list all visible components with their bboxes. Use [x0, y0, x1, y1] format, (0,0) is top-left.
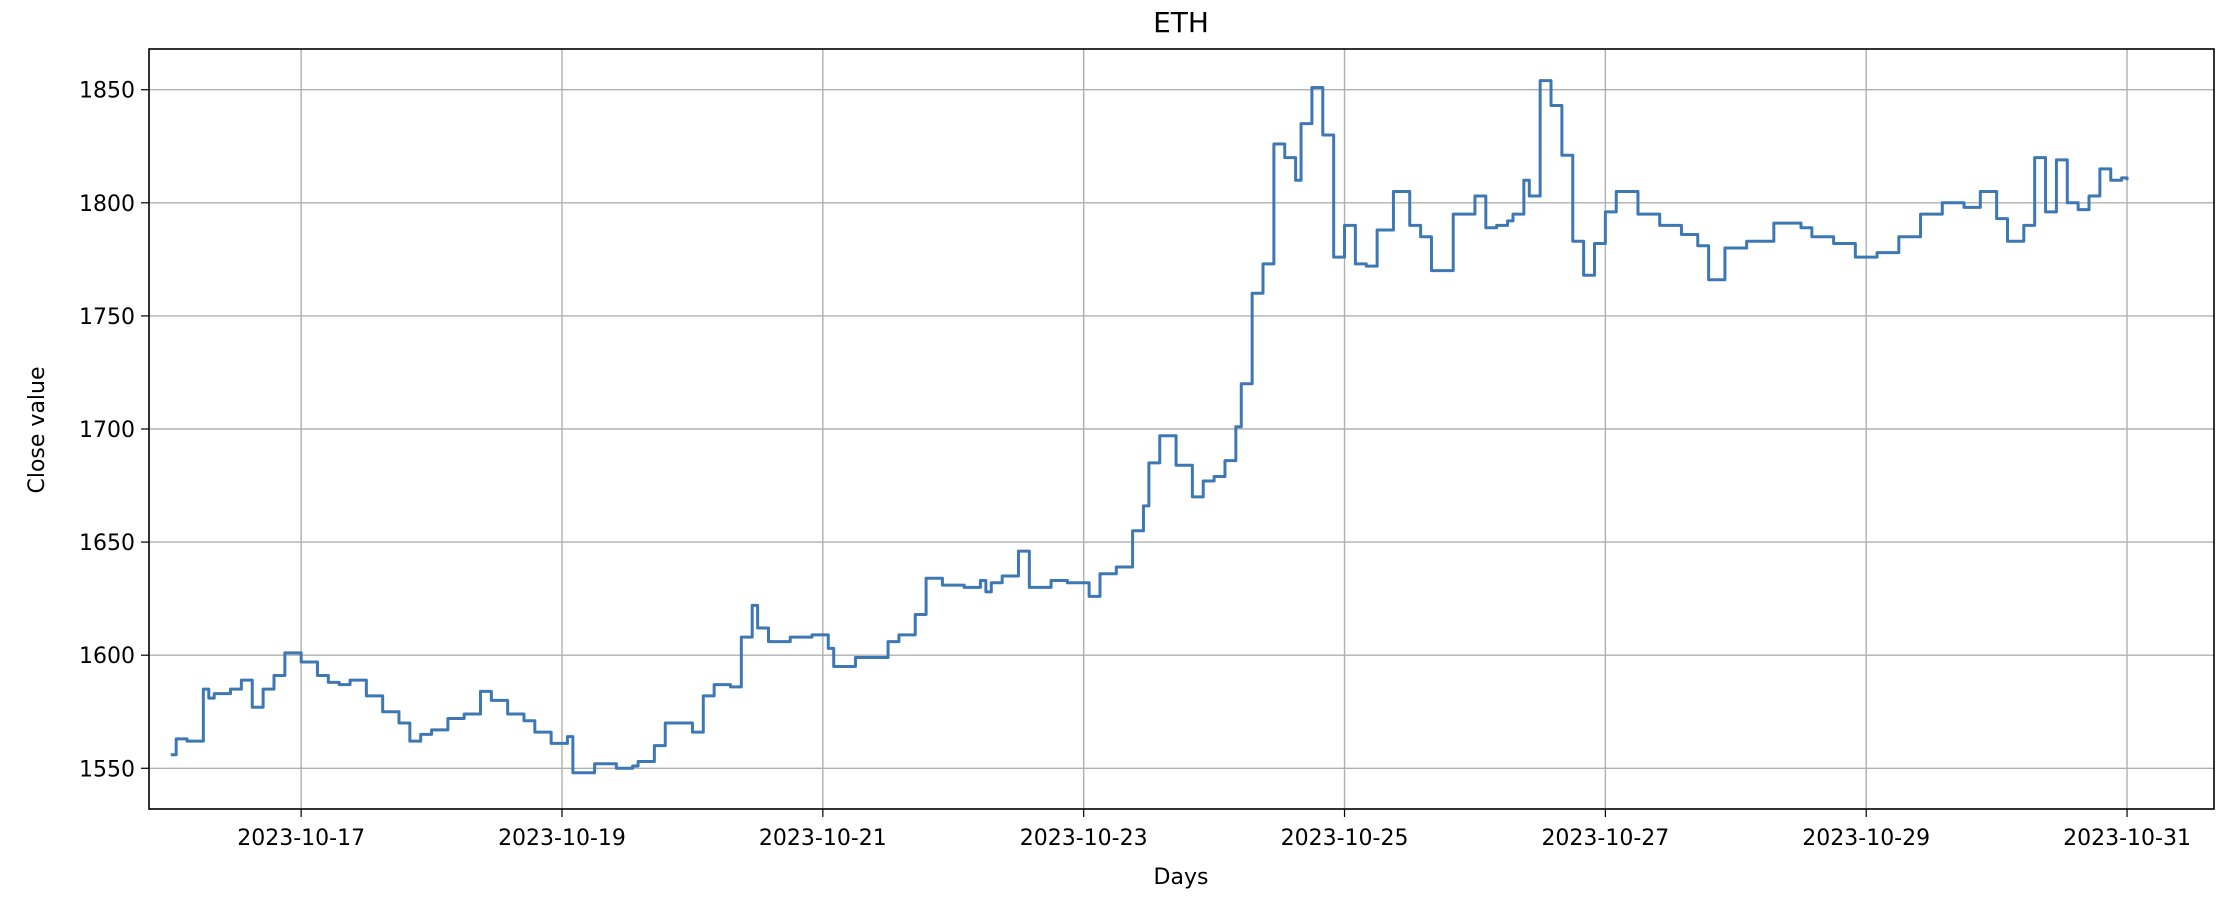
- grid-layer: [149, 49, 2214, 809]
- x-axis-label: Days: [1154, 865, 1209, 890]
- series-line: [170, 79, 2129, 775]
- y-tick-label: 1800: [79, 192, 135, 217]
- x-tick-label: 2023-10-23: [1020, 826, 1148, 851]
- y-tick-label: 1700: [79, 418, 135, 443]
- series-layer: [170, 79, 2129, 775]
- ticks-layer: 2023-10-17 2023-10-19 2023-10-21 2023-10-23…: [79, 79, 2191, 851]
- x-tick-label: 2023-10-31: [2063, 826, 2191, 851]
- y-tick-label: 1650: [79, 531, 135, 556]
- x-tick-label: 2023-10-21: [759, 826, 887, 851]
- x-tick-label: 2023-10-27: [1541, 826, 1669, 851]
- y-tick-label: 1750: [79, 305, 135, 330]
- y-tick-label: 1600: [79, 644, 135, 669]
- y-tick-label: 1850: [79, 79, 135, 104]
- y-tick-label: 1550: [79, 757, 135, 782]
- x-tick-label: 2023-10-25: [1281, 826, 1409, 851]
- x-tick-label: 2023-10-19: [498, 826, 626, 851]
- chart-title: ETH: [1153, 6, 1209, 39]
- x-tick-label: 2023-10-29: [1802, 826, 1930, 851]
- y-axis-label: Close value: [25, 366, 50, 493]
- x-tick-label: 2023-10-17: [237, 826, 365, 851]
